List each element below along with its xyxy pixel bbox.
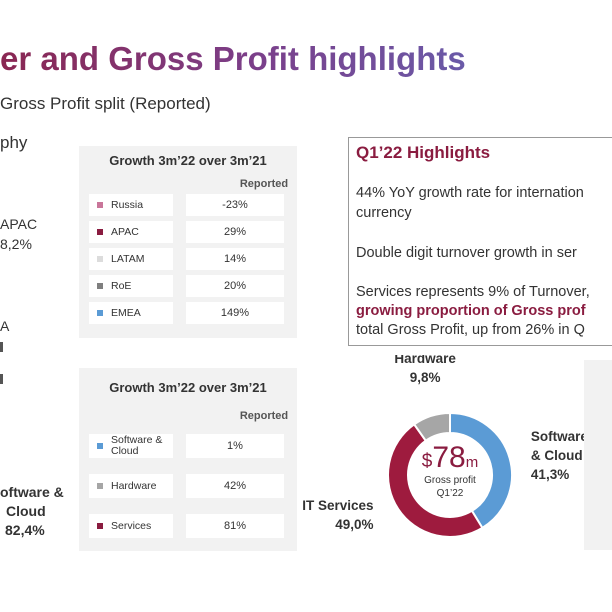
table-row-name: Services <box>89 514 173 538</box>
row-label: LATAM <box>111 252 145 265</box>
donut-value-label: 49,0% <box>335 517 373 532</box>
row-label: RoE <box>111 279 132 292</box>
software-cloud-label-1: oftware & <box>0 484 64 500</box>
table-row-name: EMEA <box>89 302 173 324</box>
geo-reported-header: Reported <box>239 178 289 190</box>
segment-panel-title: Growth 3m’22 over 3m’21 <box>109 380 267 395</box>
table-row-name: Russia <box>89 194 173 216</box>
apac-label: APAC <box>0 216 38 232</box>
right-panel-edge <box>584 360 612 550</box>
row-value: 81% <box>186 514 284 538</box>
highlight-line: Services represents 9% of Turnover, <box>356 284 590 300</box>
donut-center-unit: m <box>466 454 479 471</box>
donut-category-label: & Cloud <box>531 448 583 463</box>
row-value: 42% <box>186 474 284 498</box>
row-value: 1% <box>186 434 284 458</box>
donut-value-label: 41,3% <box>531 467 569 482</box>
donut-center-currency: $ <box>422 451 433 472</box>
donut-slice <box>387 422 484 538</box>
gross-profit-donut-chart: $78m Gross profit Q1’22 Software & Cloud 4… <box>302 355 589 538</box>
highlight-line: currency <box>356 205 412 221</box>
table-row-name: APAC <box>89 221 173 243</box>
row-value: 20% <box>186 275 284 297</box>
software-cloud-label-2: Cloud <box>6 503 46 519</box>
row-value: 29% <box>186 221 284 243</box>
row-label: Hardware <box>111 479 157 492</box>
region-fragment-label: A <box>0 318 10 334</box>
legend-swatch <box>97 202 103 208</box>
highlights-title: Q1’22 Highlights <box>356 143 491 162</box>
donut-center-value: 78 <box>432 441 465 474</box>
table-row-name: LATAM <box>89 248 173 270</box>
highlight-line-emphasis: growing proportion of Gross prof <box>356 303 586 319</box>
legend-swatch <box>97 283 103 289</box>
highlight-line: Double digit turnover growth in ser <box>356 245 577 261</box>
geo-growth-panel: Growth 3m’22 over 3m’21 Reported Russia -… <box>79 146 297 338</box>
leader-line <box>0 342 3 352</box>
donut-category-label: Hardware <box>394 355 456 366</box>
legend-swatch <box>97 310 103 316</box>
donut-center-caption-period: Q1’22 <box>437 488 464 499</box>
row-label: Russia <box>111 198 144 211</box>
geography-label: phy <box>0 133 28 152</box>
table-row-name: Hardware <box>89 474 173 498</box>
legend-swatch <box>97 229 103 235</box>
page-subtitle: Gross Profit split (Reported) <box>0 94 211 113</box>
page-title: er and Gross Profit highlights <box>0 40 466 77</box>
donut-category-label: Software <box>531 429 589 444</box>
highlights-box: Q1’22 Highlights 44% YoY growth rate for… <box>348 137 612 346</box>
row-label: Software & Cloud <box>111 434 163 457</box>
apac-percent: 8,2% <box>0 236 32 252</box>
donut-center-caption: Gross profit <box>424 475 476 486</box>
row-value: 149% <box>186 302 284 324</box>
segment-reported-header: Reported <box>239 410 289 422</box>
donut-center-amount: $78m <box>422 441 478 474</box>
row-label: Services <box>111 519 152 532</box>
donut-slice <box>412 411 451 443</box>
legend-swatch <box>97 483 103 489</box>
donut-value-label: 9,8% <box>410 370 441 385</box>
leader-line <box>0 374 3 384</box>
row-label: EMEA <box>111 306 141 319</box>
segment-growth-panel: Growth 3m’22 over 3m’21 Reported Softwar… <box>79 368 297 551</box>
table-row-name: Software & Cloud <box>89 434 173 458</box>
highlight-line: 44% YoY growth rate for internation <box>356 185 584 201</box>
table-row-name: RoE <box>89 275 173 297</box>
row-label: APAC <box>111 225 139 238</box>
donut-category-label: IT Services <box>302 498 373 513</box>
legend-swatch <box>97 523 103 529</box>
row-value: -23% <box>186 194 284 216</box>
highlight-line: total Gross Profit, up from 26% in Q <box>356 322 585 338</box>
software-cloud-percent: 82,4% <box>5 522 45 538</box>
row-value: 14% <box>186 248 284 270</box>
geo-panel-title: Growth 3m’22 over 3m’21 <box>109 153 267 168</box>
legend-swatch <box>97 256 103 262</box>
legend-swatch <box>97 443 103 449</box>
